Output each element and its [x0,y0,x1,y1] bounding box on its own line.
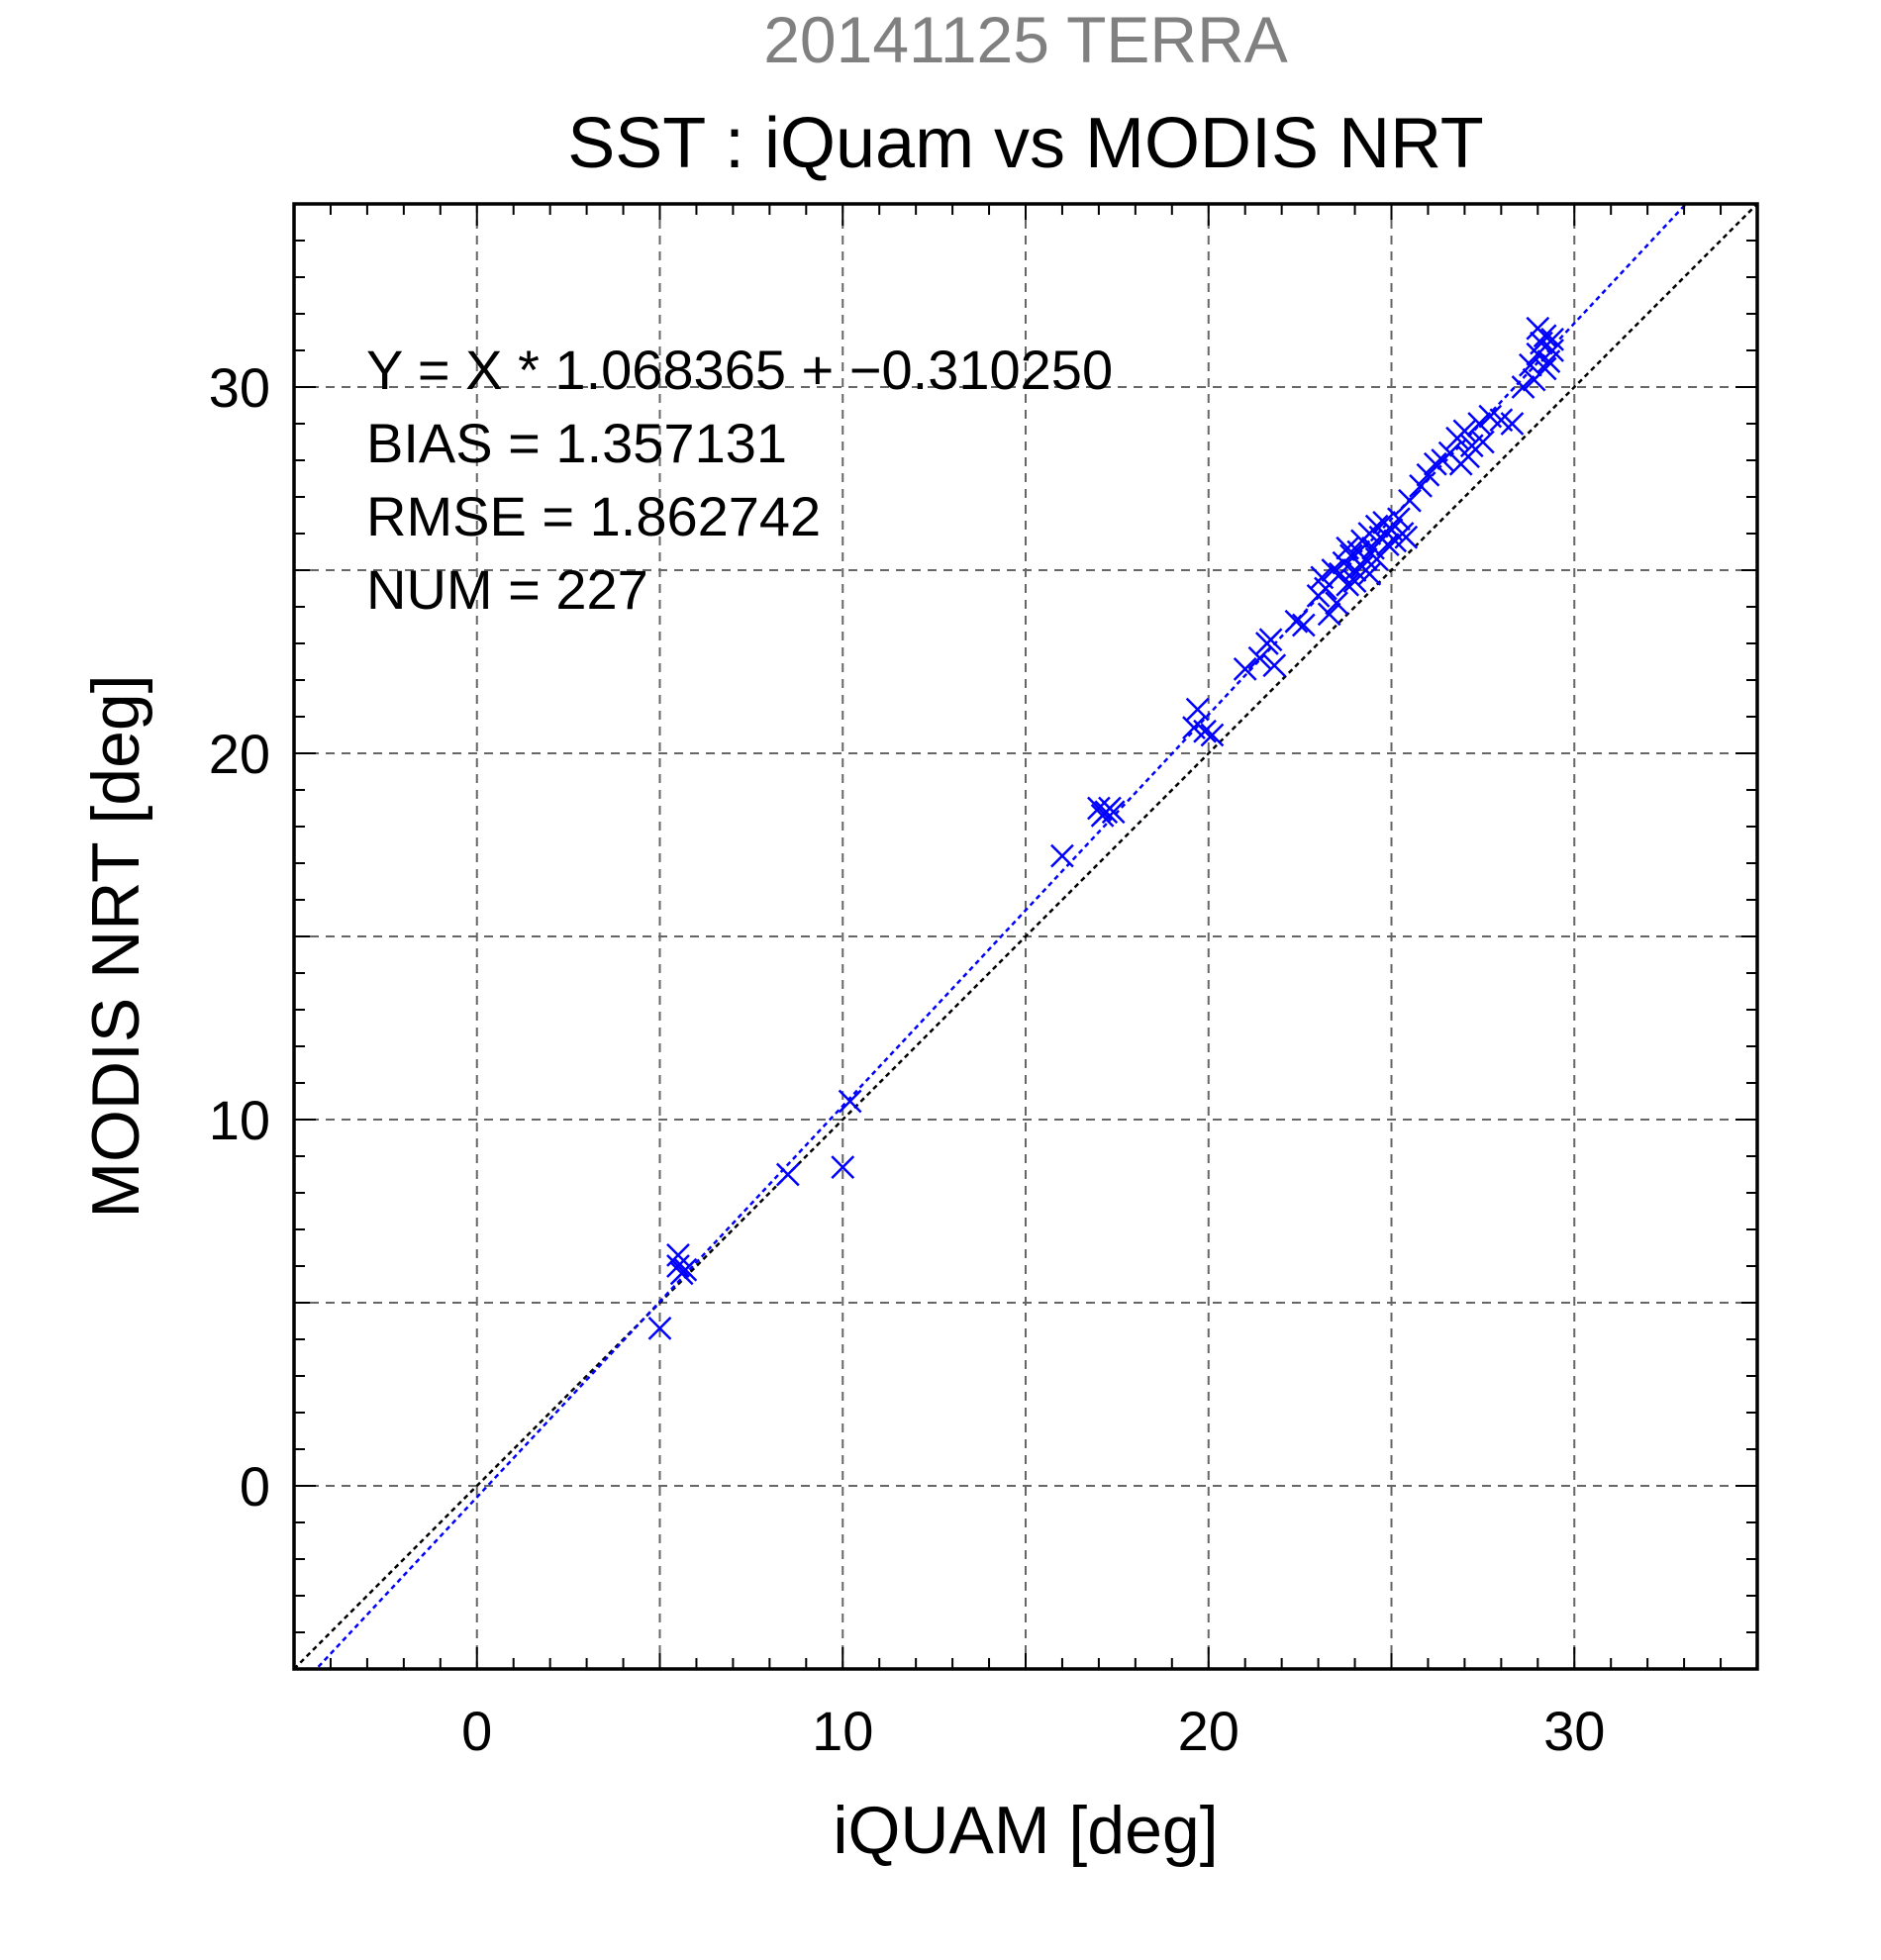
data-point [1500,412,1525,436]
chart-subtitle: SST : iQuam vs MODIS NRT [567,104,1484,183]
axes: 0 10 20 30 0 10 20 30 [209,202,1759,1762]
reference-lines [294,204,1757,1669]
data-point [1398,488,1422,513]
y-tick-label: 10 [209,1089,270,1151]
data-point [1387,507,1411,532]
data-point [1284,609,1309,634]
data-point [1533,356,1557,381]
data-point [1193,719,1217,743]
chart-title: 20141125 TERRA [763,3,1288,76]
data-point [1353,547,1378,571]
data-point [1470,430,1495,454]
data-point [1519,352,1542,377]
data-point [1364,547,1389,571]
data-point [666,1243,690,1267]
data-point [1423,451,1447,476]
data-point [1247,645,1272,670]
annotation-bias: BIAS = 1.357131 [366,412,787,474]
data-point [1375,533,1400,556]
data-point [1233,657,1257,681]
data-point [1526,316,1550,341]
data-point [1409,474,1433,498]
data-point [673,1257,698,1282]
data-point [1050,843,1074,868]
data-point [1540,339,1564,362]
x-tick-label: 10 [812,1700,873,1762]
data-point [1262,653,1287,678]
data-point [838,1089,862,1114]
data-point [1511,375,1535,399]
y-tick-label: 30 [209,356,270,419]
data-point [1200,723,1225,747]
data-point [1336,572,1360,597]
data-point [1317,602,1341,627]
y-axis-label: MODIS NRT [deg] [78,674,153,1218]
data-point [1258,628,1283,652]
data-points [647,316,1564,1340]
data-point [1336,536,1360,560]
data-point [1452,419,1477,443]
data-point [647,1317,672,1340]
grid [294,204,1757,1669]
data-point [1087,796,1111,821]
x-tick-label: 20 [1178,1700,1239,1762]
data-point [1467,412,1492,436]
data-point [1357,561,1382,586]
plot-frame [292,202,1759,1671]
data-point [1540,328,1564,351]
data-point [1098,796,1122,821]
data-point [1185,697,1210,722]
x-axis-label: iQUAM [deg] [833,1793,1218,1868]
data-point [1325,591,1348,616]
data-point [1291,613,1316,637]
x-tick-label: 30 [1543,1700,1605,1762]
annotation-rmse: RMSE = 1.862742 [366,485,821,547]
annotation-num: NUM = 227 [366,558,648,621]
data-point [775,1162,800,1187]
data-point [831,1155,855,1179]
data-point [1342,569,1367,593]
y-tick-label: 0 [240,1455,270,1518]
identity-line [294,204,1757,1669]
stats-annotation: Y = X * 1.068365 + −0.310250 BIAS = 1.35… [366,339,1113,621]
data-point [666,1254,690,1278]
fit-line [314,204,1688,1669]
y-tick-label: 20 [209,723,270,785]
data-point [1394,525,1419,549]
annotation-fit-equation: Y = X * 1.068365 + −0.310250 [366,339,1113,401]
x-tick-label: 0 [461,1700,492,1762]
